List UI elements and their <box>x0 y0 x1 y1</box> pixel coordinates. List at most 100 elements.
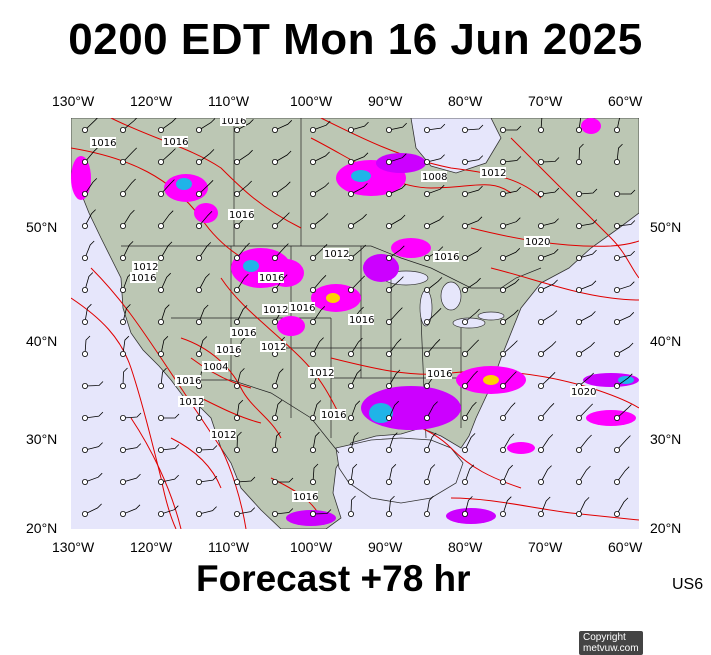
wind-barb <box>196 475 218 485</box>
wind-barb <box>81 147 99 166</box>
wind-barb <box>575 188 598 198</box>
great-lakes <box>383 270 505 329</box>
forecast-hour-label: Forecast +78 hr <box>196 558 471 599</box>
wind-barb <box>271 212 290 230</box>
wind-barb <box>347 432 359 453</box>
wind-barb <box>120 504 141 517</box>
wind-barb <box>196 445 218 453</box>
svg-text:1016: 1016 <box>321 410 346 421</box>
wind-barb <box>158 444 180 453</box>
axis-label: 60°W <box>608 93 643 109</box>
isobar-label: 1016 <box>320 409 346 421</box>
wind-barb <box>461 277 481 293</box>
axis-label: 70°W <box>528 539 563 555</box>
region-code: US6 <box>672 576 704 593</box>
axis-label: 120°W <box>130 539 173 555</box>
wind-barb <box>309 182 330 198</box>
wind-barb <box>614 143 623 166</box>
wind-barb <box>385 338 402 357</box>
wind-barb <box>575 143 584 166</box>
wind-barb <box>537 372 556 389</box>
wind-barb <box>499 371 517 389</box>
wind-barb <box>196 506 217 517</box>
svg-text:1016: 1016 <box>434 252 459 263</box>
axis-label: 120°W <box>130 93 173 109</box>
wind-barb <box>461 370 478 389</box>
axis-label: 110°W <box>208 93 250 109</box>
wind-barb <box>120 147 137 166</box>
wind-barb <box>196 242 212 261</box>
wind-barb <box>385 184 407 198</box>
wind-barb <box>271 431 281 453</box>
wind-barb <box>499 309 519 325</box>
wind-barb <box>537 496 551 517</box>
wind-barb <box>120 367 128 389</box>
wind-barb <box>385 400 399 421</box>
isobar-label: 1020 <box>570 386 596 398</box>
wind-barb <box>271 477 294 485</box>
wind-barb <box>271 150 292 166</box>
wind-barb <box>158 241 173 261</box>
wind-barb <box>537 118 544 133</box>
axis-label: 50°N <box>650 219 682 235</box>
axis-label: 80°W <box>448 539 483 555</box>
svg-text:1004: 1004 <box>203 362 228 373</box>
weather-map: 1016 1016 1016 1016 1008 1012 1012 1016 1012 1012… <box>71 118 643 655</box>
isobar-label: 1012 <box>262 304 288 316</box>
wind-barb <box>537 279 558 293</box>
wind-barb <box>614 250 635 261</box>
wind-barb <box>614 435 631 453</box>
wind-barb <box>158 413 180 421</box>
wind-barb <box>499 340 518 357</box>
wind-barb <box>461 496 473 517</box>
svg-text:1012: 1012 <box>309 368 334 379</box>
wind-barb <box>81 411 104 421</box>
svg-text:1016: 1016 <box>216 345 241 356</box>
svg-text:1020: 1020 <box>525 237 550 248</box>
wind-barb <box>271 508 294 517</box>
isobar-label: 1016 <box>90 137 116 149</box>
wind-barb <box>614 497 629 517</box>
wind-barb <box>385 495 395 517</box>
axis-label: 20°N <box>26 520 58 536</box>
wind-barb <box>309 306 326 325</box>
wind-barb <box>81 503 102 517</box>
wind-barb <box>423 246 444 261</box>
wind-barb <box>120 241 134 261</box>
wind-barb <box>309 400 322 421</box>
wind-barb <box>196 180 214 198</box>
wind-barb <box>120 412 142 421</box>
wind-barb <box>614 373 633 389</box>
wind-barb <box>347 275 365 293</box>
svg-text:1016: 1016 <box>91 138 116 149</box>
wind-barb <box>271 368 284 389</box>
wind-barb <box>158 367 167 389</box>
wind-barb <box>575 434 592 453</box>
copyright-notice: Copyright metvuw.com <box>579 631 643 655</box>
svg-text:1012: 1012 <box>179 397 204 408</box>
wind-barb <box>271 243 289 261</box>
isobar-label: 1016 <box>426 368 452 380</box>
wind-barb <box>423 123 446 133</box>
svg-text:1012: 1012 <box>211 430 236 441</box>
wind-barb <box>575 118 582 133</box>
wind-barb <box>499 402 516 421</box>
wind-barb <box>81 303 92 325</box>
isobar-label: 1012 <box>260 341 286 353</box>
wind-barb <box>461 339 479 357</box>
wind-barb <box>271 181 291 198</box>
axis-label: 80°W <box>448 93 483 109</box>
axis-label: 90°W <box>368 539 403 555</box>
wind-barb <box>158 272 171 293</box>
axis-label: 60°W <box>608 539 643 555</box>
wind-barb <box>158 210 174 230</box>
axis-label: 30°N <box>650 431 682 447</box>
wind-barb <box>461 216 483 230</box>
wind-barb <box>499 248 521 261</box>
wind-barb <box>461 308 480 325</box>
isobar-label: 1004 <box>202 361 228 373</box>
wind-barb <box>233 507 256 517</box>
wind-barb <box>499 125 522 133</box>
wind-barb <box>158 179 175 198</box>
